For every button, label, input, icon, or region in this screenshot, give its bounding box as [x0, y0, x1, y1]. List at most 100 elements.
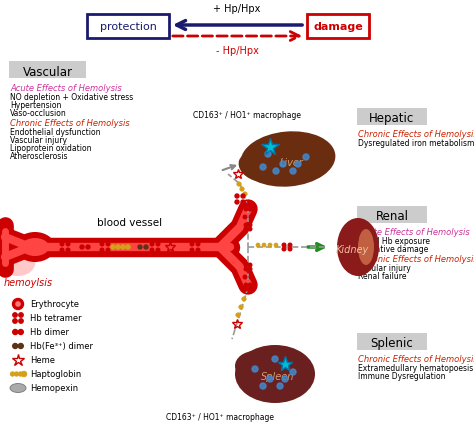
Text: Liver: Liver: [280, 158, 304, 168]
Circle shape: [303, 155, 309, 161]
Text: Acute Effects of Hemolysis: Acute Effects of Hemolysis: [10, 84, 122, 93]
Circle shape: [248, 224, 252, 227]
Circle shape: [256, 244, 260, 247]
Circle shape: [244, 283, 248, 287]
Circle shape: [190, 249, 194, 252]
Circle shape: [240, 187, 244, 192]
Circle shape: [295, 162, 301, 168]
FancyBboxPatch shape: [357, 333, 427, 350]
Text: Splenic: Splenic: [371, 337, 413, 350]
FancyBboxPatch shape: [9, 62, 86, 79]
Text: NO depletion + Oxidative stress: NO depletion + Oxidative stress: [10, 93, 133, 102]
Text: damage: damage: [313, 22, 363, 32]
Text: Oxidative damage: Oxidative damage: [358, 244, 428, 254]
Circle shape: [106, 243, 110, 246]
Circle shape: [14, 372, 18, 376]
Text: Kidney: Kidney: [336, 244, 369, 254]
Circle shape: [244, 268, 248, 271]
Circle shape: [13, 344, 18, 349]
Text: Acute Effects of Hemolysis: Acute Effects of Hemolysis: [358, 227, 470, 237]
Circle shape: [60, 249, 64, 252]
Circle shape: [265, 152, 271, 158]
Circle shape: [237, 182, 241, 187]
Circle shape: [13, 319, 17, 323]
Text: Spleen: Spleen: [261, 371, 295, 381]
Circle shape: [126, 245, 130, 250]
Text: Extramedullary hematopoesis: Extramedullary hematopoesis: [358, 363, 473, 372]
Circle shape: [241, 201, 245, 205]
Circle shape: [282, 247, 286, 251]
Ellipse shape: [337, 219, 379, 276]
Ellipse shape: [21, 238, 49, 256]
Text: Hypertension: Hypertension: [10, 101, 61, 110]
Ellipse shape: [0, 248, 36, 276]
Circle shape: [10, 372, 15, 376]
Circle shape: [248, 204, 252, 207]
Circle shape: [262, 244, 266, 247]
Ellipse shape: [358, 230, 374, 265]
Circle shape: [236, 313, 240, 318]
Circle shape: [66, 243, 70, 246]
Ellipse shape: [238, 153, 277, 182]
Circle shape: [243, 276, 247, 279]
Circle shape: [268, 244, 272, 247]
Circle shape: [241, 194, 245, 198]
Ellipse shape: [241, 132, 336, 187]
Circle shape: [248, 283, 252, 287]
Circle shape: [21, 371, 27, 377]
Text: Renal: Renal: [375, 210, 409, 223]
Circle shape: [120, 245, 126, 250]
Circle shape: [244, 224, 248, 227]
Ellipse shape: [10, 384, 26, 392]
Circle shape: [244, 287, 248, 291]
Circle shape: [267, 376, 273, 382]
Circle shape: [248, 208, 252, 211]
Circle shape: [248, 228, 252, 231]
Circle shape: [16, 302, 20, 307]
Circle shape: [86, 245, 90, 249]
Text: Chronic Effects of Hemolysis: Chronic Effects of Hemolysis: [358, 354, 474, 363]
FancyBboxPatch shape: [357, 207, 427, 223]
Circle shape: [19, 319, 23, 323]
Circle shape: [106, 249, 110, 252]
Circle shape: [244, 208, 248, 211]
Text: Dysregulated iron metabolism: Dysregulated iron metabolism: [358, 139, 474, 148]
Circle shape: [60, 243, 64, 246]
Circle shape: [190, 243, 194, 246]
Circle shape: [282, 376, 288, 382]
Circle shape: [18, 372, 23, 376]
Circle shape: [150, 243, 154, 246]
Text: Chronic Effects of Hemolysis: Chronic Effects of Hemolysis: [358, 130, 474, 139]
Text: Renal Hb exposure: Renal Hb exposure: [358, 237, 430, 245]
Text: Hepatic: Hepatic: [369, 112, 415, 125]
Circle shape: [290, 169, 296, 175]
Text: Hb dimer: Hb dimer: [30, 328, 69, 337]
Text: Erythrocyte: Erythrocyte: [30, 300, 79, 309]
Circle shape: [242, 297, 246, 301]
Text: Immune Dysregulation: Immune Dysregulation: [358, 371, 446, 380]
Circle shape: [260, 165, 266, 171]
Circle shape: [12, 299, 24, 310]
Ellipse shape: [235, 345, 315, 403]
Circle shape: [80, 245, 84, 249]
Text: Chronic Effects of Hemolysis: Chronic Effects of Hemolysis: [10, 119, 130, 128]
Text: hemoylsis: hemoylsis: [3, 277, 53, 287]
Text: Haptoglobin: Haptoglobin: [30, 370, 81, 378]
Circle shape: [260, 383, 266, 389]
Text: Heme: Heme: [30, 356, 55, 365]
Text: Hb(Fe³⁺) dimer: Hb(Fe³⁺) dimer: [30, 342, 93, 351]
Circle shape: [116, 245, 120, 250]
Circle shape: [244, 264, 248, 267]
Text: Vascular: Vascular: [23, 65, 73, 78]
Circle shape: [248, 268, 252, 271]
Text: Renal failure: Renal failure: [358, 272, 407, 280]
Circle shape: [272, 356, 278, 362]
Text: Hemopexin: Hemopexin: [30, 384, 78, 392]
Circle shape: [100, 249, 104, 252]
Text: - Hp/Hpx: - Hp/Hpx: [216, 46, 258, 56]
Ellipse shape: [15, 233, 55, 262]
Text: Tubular injury: Tubular injury: [358, 263, 411, 272]
Circle shape: [138, 245, 142, 249]
Text: CD163⁺ / HO1⁺ macrophage: CD163⁺ / HO1⁺ macrophage: [166, 413, 274, 421]
Circle shape: [248, 264, 252, 267]
